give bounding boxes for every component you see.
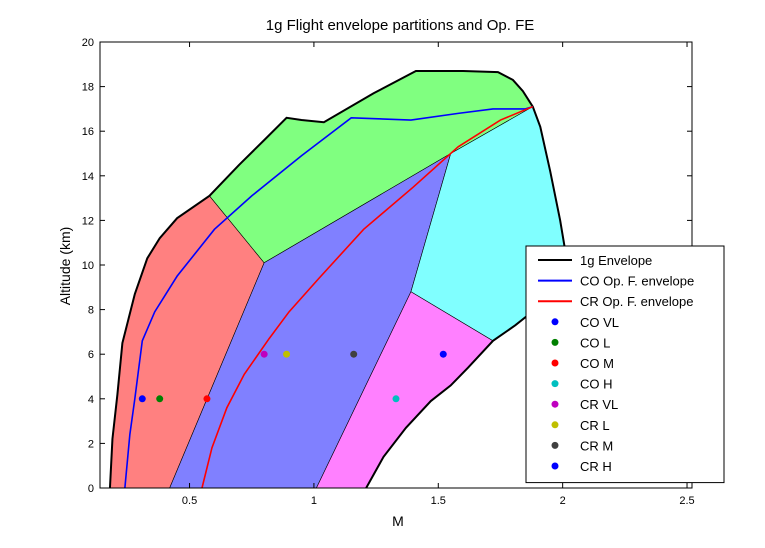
legend-label: CO M (580, 356, 614, 371)
series-line-1 (108, 69, 569, 489)
y-tick-label: 18 (82, 82, 94, 94)
chart-title: 1g Flight envelope partitions and Op. FE (266, 17, 535, 34)
marker-point-1 (138, 395, 146, 403)
x-axis: 0.5 1 1.5 2 2.5 (182, 42, 695, 507)
marker-point-3 (203, 395, 211, 403)
legend-swatch-dot (551, 421, 559, 429)
legend-swatch-dot (551, 462, 559, 470)
legend-label: CR H (580, 459, 612, 474)
legend-label: CR VL (580, 397, 618, 412)
envelope-lines (108, 69, 569, 489)
y-tick-label: 6 (88, 349, 94, 361)
legend-swatch-dot (551, 359, 559, 367)
x-tick-label: 1 (311, 495, 317, 507)
y-tick-label: 2 (88, 438, 94, 450)
legend-swatch-dot (551, 338, 559, 346)
y-axis: 0 2 4 6 8 10 12 14 16 18 20 (82, 37, 692, 495)
y-tick-label: 14 (82, 171, 94, 183)
y-tick-label: 8 (88, 305, 94, 317)
y-tick-label: 12 (82, 215, 94, 227)
legend-label: CR L (580, 418, 610, 433)
y-tick-label: 4 (88, 394, 94, 406)
legend-swatch-dot (551, 400, 559, 408)
y-tick-label: 20 (82, 37, 94, 49)
legend-label: CR M (580, 438, 613, 453)
marker-point-7 (350, 350, 358, 358)
legend-box (525, 245, 725, 484)
x-tick-label: 2.5 (679, 495, 694, 507)
y-tick-label: 0 (88, 483, 94, 495)
condition-markers (138, 350, 447, 403)
series-line-3 (201, 105, 534, 489)
marker-point-4 (392, 395, 400, 403)
x-axis-label: M (392, 513, 404, 529)
legend-label: CR Op. F. envelope (580, 294, 693, 309)
legend: 1g Envelope CO Op. F. envelope CR Op. F. e… (525, 245, 725, 484)
y-axis-label: Altitude (km) (57, 227, 73, 306)
legend-label: CO L (580, 335, 610, 350)
x-tick-label: 2 (560, 495, 566, 507)
legend-label: 1g Envelope (580, 253, 652, 268)
legend-label: CO VL (580, 315, 619, 330)
legend-label: CO Op. F. envelope (580, 274, 694, 289)
marker-point-5 (260, 350, 268, 358)
y-tick-label: 10 (82, 260, 94, 272)
legend-swatch-dot (551, 380, 559, 388)
legend-label: CO H (580, 377, 613, 392)
marker-point-2 (156, 395, 164, 403)
y-tick-label: 16 (82, 126, 94, 138)
legend-swatch-dot (551, 441, 559, 449)
legend-swatch-dot (551, 318, 559, 326)
x-tick-label: 1.5 (431, 495, 446, 507)
marker-point-8 (439, 350, 447, 358)
x-tick-label: 0.5 (182, 495, 197, 507)
marker-point-6 (283, 350, 291, 358)
series-line-2 (124, 105, 534, 489)
